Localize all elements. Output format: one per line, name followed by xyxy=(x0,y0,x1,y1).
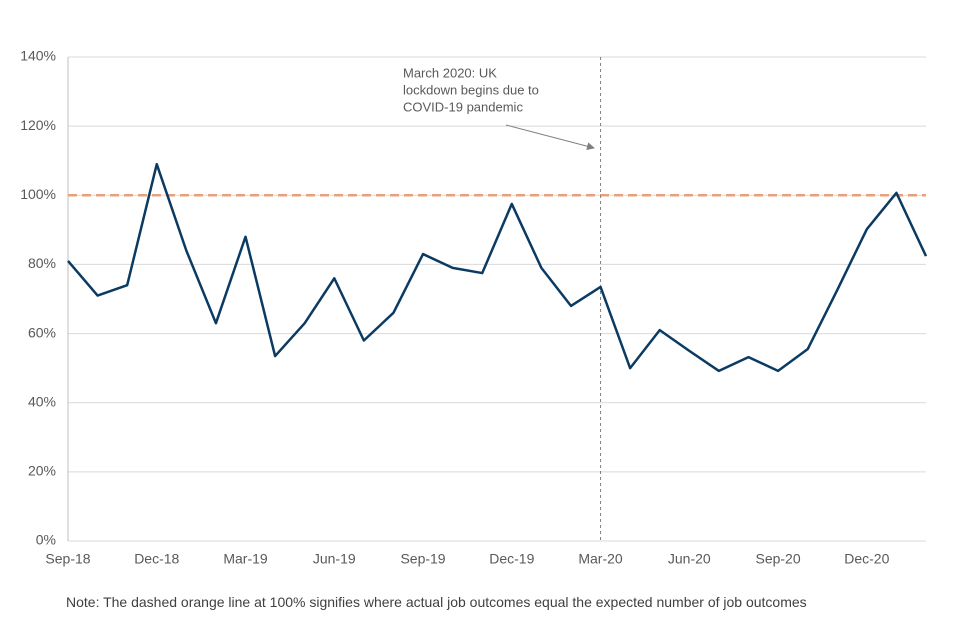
annotation-text: lockdown begins due to xyxy=(403,82,539,97)
y-tick-label: 140% xyxy=(20,48,56,64)
y-tick-label: 100% xyxy=(20,186,56,202)
note: Note: The dashed orange line at 100% sig… xyxy=(66,594,807,610)
x-tick-label: Jun-20 xyxy=(668,551,711,567)
x-tick-label: Mar-20 xyxy=(578,551,623,567)
y-tick-label: 20% xyxy=(28,463,56,479)
series-line xyxy=(67,162,928,373)
x-tick-label: Dec-18 xyxy=(134,551,179,567)
annotation-text: March 2020: UK xyxy=(403,65,497,80)
x-tick-label: Sep-19 xyxy=(400,551,445,567)
x-tick-label: Dec-20 xyxy=(844,551,889,567)
y-tick-label: 60% xyxy=(28,324,56,340)
annotation-arrow xyxy=(505,124,595,151)
x-tick-label: Mar-19 xyxy=(223,551,268,567)
chart: 0% 20% 40% 60% 80% 100% 120% 140% Sep-18 Dec-18 Ma… xyxy=(20,48,928,567)
y-tick-label: 80% xyxy=(28,255,56,271)
x-tick-label: Sep-18 xyxy=(45,551,90,567)
y-tick-label: 120% xyxy=(20,117,56,133)
y-tick-label: 40% xyxy=(28,393,56,409)
annotation-text: COVID-19 pandemic xyxy=(403,99,523,114)
x-tick-label: Dec-19 xyxy=(489,551,534,567)
x-tick-label: Sep-20 xyxy=(755,551,800,567)
x-tick-label: Jun-19 xyxy=(313,551,356,567)
y-tick-label: 0% xyxy=(36,532,56,548)
